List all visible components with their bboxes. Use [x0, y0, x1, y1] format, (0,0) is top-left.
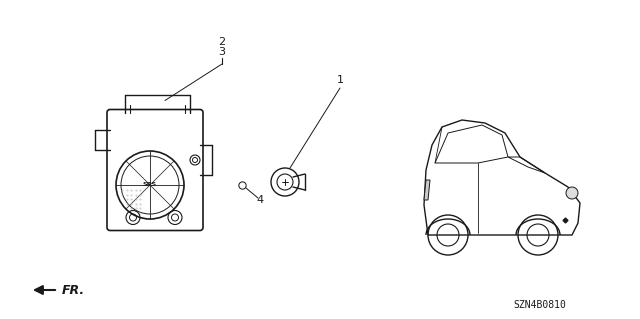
FancyBboxPatch shape: [107, 109, 203, 231]
Polygon shape: [424, 120, 580, 235]
Circle shape: [566, 187, 578, 199]
Text: 2: 2: [218, 37, 225, 47]
Text: SZN4B0810: SZN4B0810: [513, 300, 566, 310]
Text: 1: 1: [337, 75, 344, 85]
Text: 4: 4: [257, 195, 264, 205]
Text: 3: 3: [218, 47, 225, 57]
Polygon shape: [424, 180, 430, 200]
Text: FR.: FR.: [62, 284, 85, 296]
Text: SRS: SRS: [143, 182, 157, 188]
